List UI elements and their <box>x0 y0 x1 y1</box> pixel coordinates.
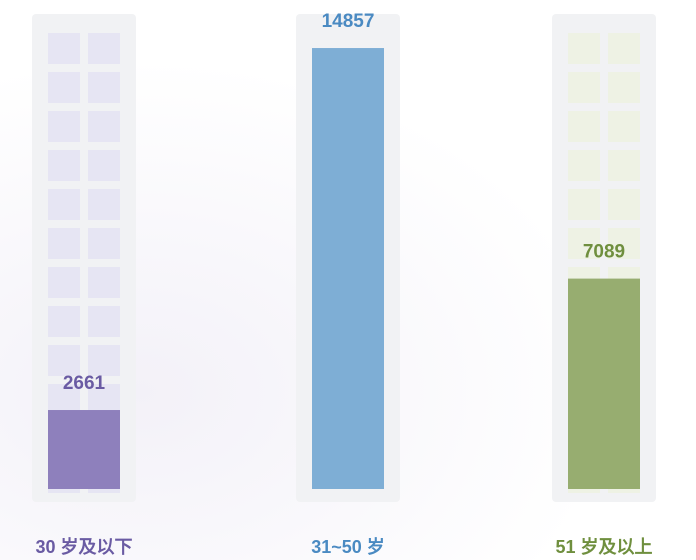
window <box>568 150 600 181</box>
window <box>88 345 120 376</box>
x-tick-label: 31~50 岁 <box>311 536 385 557</box>
window <box>88 228 120 259</box>
window <box>88 306 120 337</box>
bar <box>568 278 640 489</box>
window <box>88 150 120 181</box>
window <box>88 384 120 415</box>
bar <box>48 410 120 489</box>
window <box>48 150 80 181</box>
window <box>48 111 80 142</box>
window <box>88 111 120 142</box>
window <box>568 228 600 259</box>
window <box>48 228 80 259</box>
bar <box>312 48 384 490</box>
window <box>48 384 80 415</box>
window <box>88 267 120 298</box>
window <box>608 150 640 181</box>
window <box>48 267 80 298</box>
window <box>48 33 80 64</box>
window <box>48 72 80 103</box>
x-tick-label: 51 岁及以上 <box>555 536 652 557</box>
window <box>88 189 120 220</box>
window <box>88 33 120 64</box>
window <box>608 111 640 142</box>
window <box>608 228 640 259</box>
window <box>48 306 80 337</box>
window <box>568 33 600 64</box>
window <box>568 111 600 142</box>
window <box>568 189 600 220</box>
window <box>568 72 600 103</box>
window <box>608 189 640 220</box>
window <box>48 189 80 220</box>
window <box>88 72 120 103</box>
window <box>608 33 640 64</box>
x-tick-label: 30 岁及以下 <box>35 536 132 557</box>
value-label: 7089 <box>583 242 625 263</box>
value-label: 14857 <box>322 11 375 32</box>
window <box>608 72 640 103</box>
value-label: 2661 <box>63 373 106 394</box>
window <box>48 345 80 376</box>
